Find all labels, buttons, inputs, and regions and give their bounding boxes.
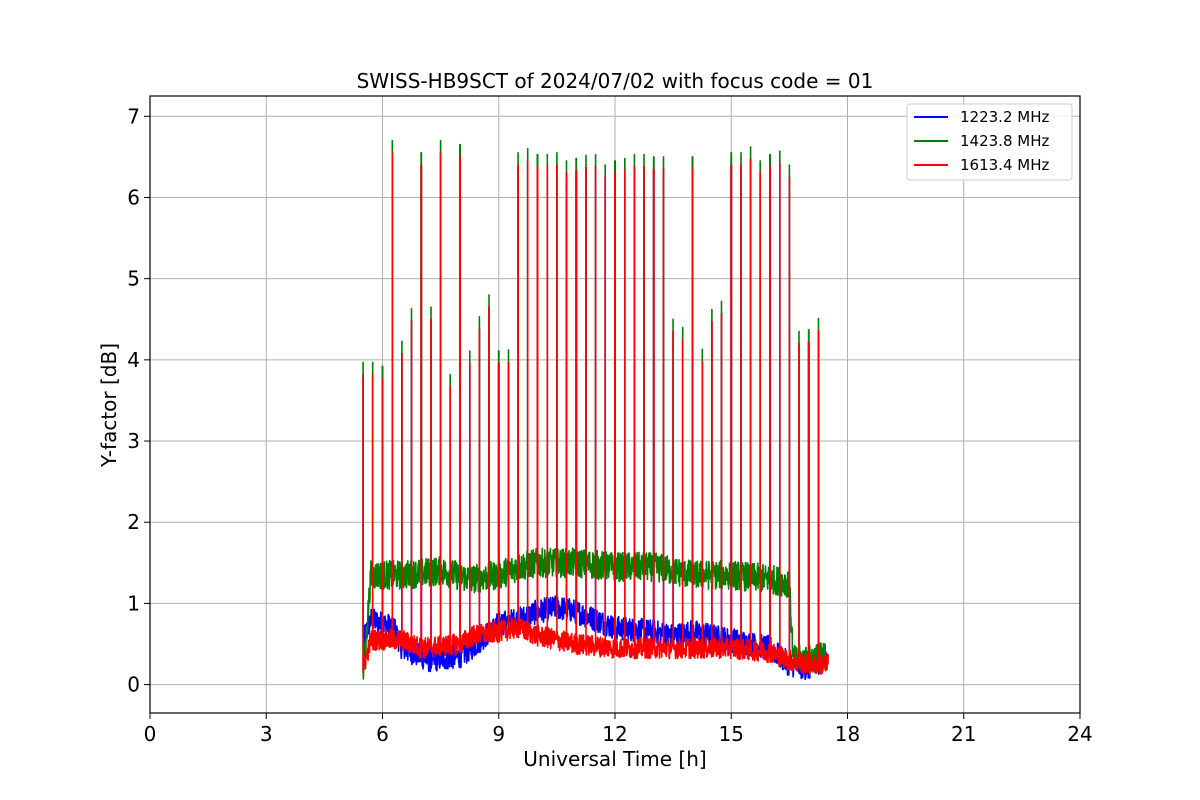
y-axis-label: Y-factor [dB] — [97, 343, 121, 468]
x-axis-ticks: 0 3 6 9 12 15 18 21 24 — [144, 713, 1093, 746]
y-tick-label: 7 — [127, 104, 140, 128]
x-tick-label: 0 — [144, 722, 157, 746]
x-tick-label: 15 — [719, 722, 744, 746]
y-tick-label: 4 — [127, 348, 140, 372]
x-axis-label: Universal Time [h] — [523, 747, 706, 771]
legend-label: 1423.8 MHz — [960, 132, 1049, 150]
x-tick-label: 9 — [492, 722, 505, 746]
x-tick-label: 24 — [1067, 722, 1092, 746]
legend-label: 1223.2 MHz — [960, 108, 1049, 126]
y-axis-ticks: 0 1 2 3 4 5 6 7 — [127, 104, 150, 697]
y-tick-label: 5 — [127, 267, 140, 291]
y-tick-label: 3 — [127, 429, 140, 453]
chart-title: SWISS-HB9SCT of 2024/07/02 with focus co… — [357, 69, 874, 93]
x-tick-label: 12 — [602, 722, 627, 746]
legend: 1223.2 MHz 1423.8 MHz 1613.4 MHz — [906, 103, 1073, 181]
legend-box — [906, 103, 1073, 181]
x-tick-label: 21 — [951, 722, 976, 746]
y-tick-label: 0 — [127, 673, 140, 697]
y-tick-label: 1 — [127, 591, 140, 615]
x-tick-label: 18 — [835, 722, 860, 746]
plot-series — [362, 139, 829, 681]
y-tick-label: 6 — [127, 185, 140, 209]
y-tick-label: 2 — [127, 510, 140, 534]
x-tick-label: 3 — [260, 722, 273, 746]
legend-label: 1613.4 MHz — [960, 156, 1049, 174]
series-line — [362, 152, 829, 675]
x-tick-label: 6 — [376, 722, 389, 746]
